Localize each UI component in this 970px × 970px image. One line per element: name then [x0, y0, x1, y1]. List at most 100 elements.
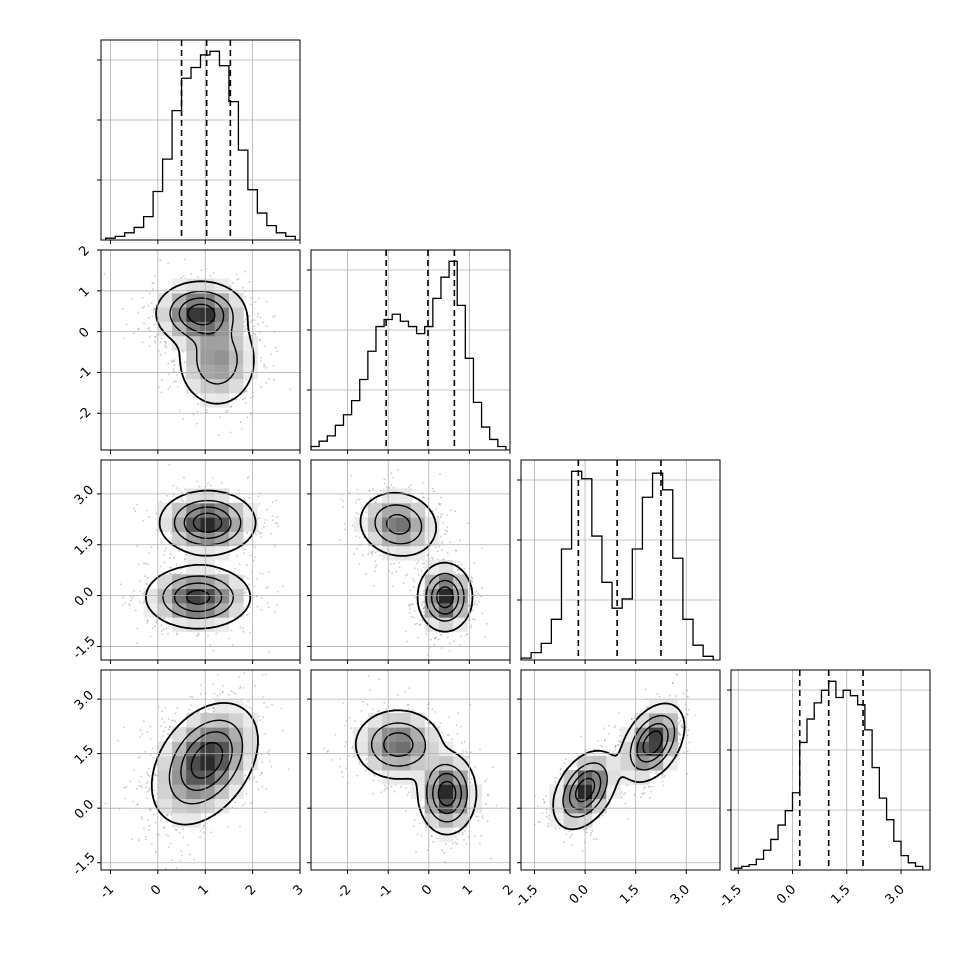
- scatter-point: [219, 656, 221, 658]
- scatter-point: [481, 547, 483, 550]
- scatter-point: [182, 827, 184, 830]
- scatter-point: [164, 726, 167, 729]
- density-cell: [214, 531, 230, 547]
- scatter-point: [167, 373, 170, 376]
- scatter-point: [170, 814, 173, 816]
- scatter-point: [410, 498, 413, 500]
- scatter-point: [266, 508, 269, 511]
- scatter-point: [480, 587, 483, 589]
- scatter-point: [161, 718, 163, 720]
- scatter-point: [148, 551, 150, 554]
- scatter-point: [165, 627, 168, 630]
- scatter-point: [136, 545, 138, 547]
- scatter-point: [276, 350, 279, 353]
- scatter-point: [471, 618, 474, 620]
- scatter-point: [164, 706, 166, 709]
- density-cell: [228, 698, 244, 714]
- scatter-point: [266, 602, 269, 605]
- scatter-point: [413, 610, 416, 612]
- scatter-point: [196, 410, 199, 413]
- scatter-point: [351, 524, 354, 527]
- density-cell: [382, 517, 397, 532]
- scatter-point: [137, 756, 140, 759]
- histogram-line: [310, 260, 507, 450]
- scatter-point: [259, 774, 262, 777]
- scatter-point: [164, 547, 167, 550]
- scatter-point: [262, 321, 264, 324]
- scatter-point: [160, 337, 163, 340]
- scatter-point: [410, 615, 413, 618]
- scatter-point: [454, 571, 456, 574]
- scatter-point: [212, 706, 215, 709]
- scatter-point: [374, 570, 377, 573]
- scatter-point: [419, 623, 422, 626]
- scatter-point: [327, 749, 330, 752]
- density-cell: [228, 770, 244, 785]
- scatter-point: [248, 706, 251, 709]
- scatter-point: [266, 706, 268, 709]
- x-tick-label: 3: [290, 882, 306, 898]
- scatter-point: [167, 632, 169, 635]
- density-cell: [410, 517, 426, 532]
- scatter-point: [163, 340, 166, 343]
- scatter-point: [246, 416, 249, 419]
- scatter-point: [167, 718, 170, 720]
- scatter-point: [175, 633, 178, 636]
- scatter-point: [166, 813, 168, 816]
- scatter-point: [258, 517, 260, 520]
- density-cell: [228, 502, 244, 518]
- scatter-point: [366, 762, 369, 765]
- density-cell: [186, 798, 201, 814]
- scatter-point: [390, 563, 392, 566]
- scatter-point: [272, 364, 275, 367]
- histogram-panel-2: [517, 459, 721, 664]
- scatter-point: [171, 719, 174, 722]
- scatter-point: [209, 644, 212, 647]
- scatter-point: [133, 332, 136, 335]
- scatter-point: [476, 603, 478, 606]
- scatter-point: [274, 314, 277, 317]
- scatter-point: [397, 469, 400, 471]
- scatter-point: [178, 410, 181, 413]
- scatter-point: [137, 327, 139, 330]
- density-cell: [228, 602, 244, 618]
- scatter-point: [261, 785, 264, 788]
- scatter-point: [446, 530, 449, 533]
- scatter-point: [267, 651, 270, 654]
- scatter-point: [147, 563, 150, 566]
- scatter-point: [154, 625, 157, 628]
- scatter-point: [271, 703, 273, 706]
- scatter-point: [179, 477, 181, 479]
- scatter-point: [260, 596, 263, 599]
- density-cell: [186, 755, 201, 771]
- scatter-point: [160, 624, 163, 627]
- scatter-point: [355, 501, 357, 504]
- scatter-point: [406, 640, 409, 643]
- scatter-point: [149, 809, 152, 812]
- scatter-point: [234, 567, 236, 570]
- scatter-point: [125, 323, 128, 326]
- scatter-point: [148, 787, 151, 790]
- scatter-point: [248, 321, 251, 324]
- scatter-point: [379, 489, 382, 492]
- density-cell: [214, 727, 230, 742]
- scatter-point: [172, 381, 175, 383]
- scatter-point: [134, 609, 137, 612]
- scatter-point: [123, 337, 126, 340]
- scatter-point: [172, 719, 175, 722]
- scatter-point: [276, 522, 279, 525]
- contour-line: [359, 491, 474, 633]
- scatter-point: [228, 637, 230, 640]
- scatter-point: [459, 539, 462, 542]
- density-cell: [382, 488, 397, 504]
- scatter-point: [199, 684, 202, 687]
- scatter-point: [276, 590, 279, 593]
- scatter-point: [149, 754, 152, 756]
- scatter-point: [166, 494, 168, 497]
- scatter-point: [258, 719, 261, 722]
- scatter-point: [265, 366, 268, 369]
- density-cell: [157, 784, 173, 800]
- scatter-point: [164, 352, 167, 354]
- density-cell: [214, 798, 230, 814]
- scatter-point: [167, 733, 169, 736]
